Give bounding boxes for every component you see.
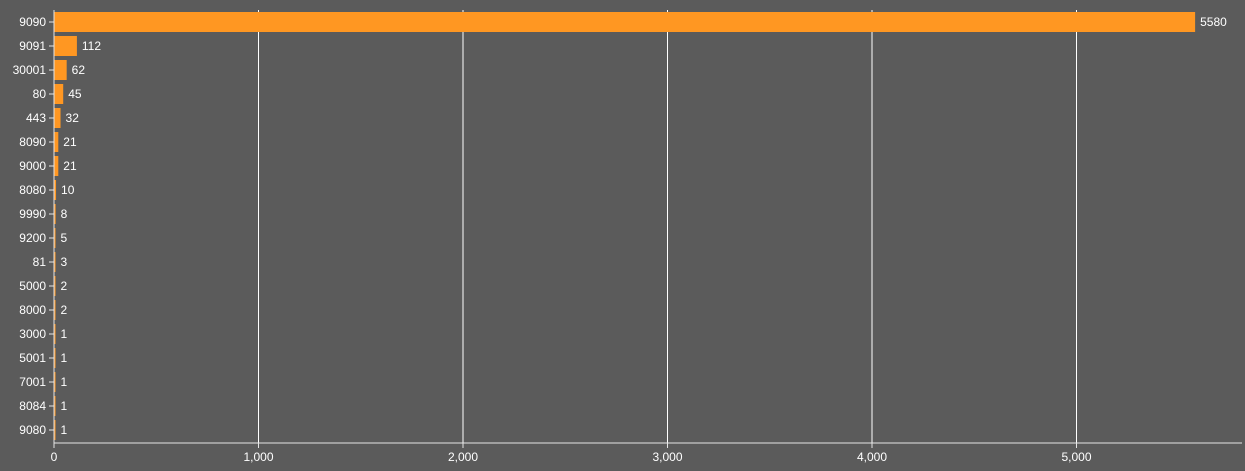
value-label: 21 [63, 135, 77, 149]
value-label: 3 [61, 255, 68, 269]
bar[interactable] [54, 156, 59, 176]
category-label: 9990 [19, 207, 46, 221]
category-label: 8090 [19, 135, 46, 149]
value-label: 2 [61, 279, 68, 293]
bar[interactable] [54, 348, 56, 368]
value-label: 1 [61, 399, 68, 413]
grid-lines [258, 10, 1077, 443]
x-tick-label: 4,000 [857, 450, 887, 464]
value-label: 2 [61, 303, 68, 317]
bar[interactable] [54, 204, 56, 224]
category-label: 9000 [19, 159, 46, 173]
axes [49, 10, 1242, 448]
category-label: 9090 [19, 15, 46, 29]
category-label: 8084 [19, 399, 46, 413]
bar[interactable] [54, 108, 61, 128]
value-label: 1 [61, 423, 68, 437]
category-label: 3000 [19, 327, 46, 341]
category-label: 443 [26, 111, 46, 125]
bars [54, 12, 1196, 440]
value-label: 45 [68, 87, 82, 101]
category-label: 80 [33, 87, 47, 101]
category-label: 9080 [19, 423, 46, 437]
bar[interactable] [54, 228, 56, 248]
value-label: 1 [61, 351, 68, 365]
bar[interactable] [54, 180, 57, 200]
category-label: 30001 [13, 63, 47, 77]
bar[interactable] [54, 132, 59, 152]
bar[interactable] [54, 372, 56, 392]
bar[interactable] [54, 60, 67, 80]
bar[interactable] [54, 36, 77, 56]
value-label: 21 [63, 159, 77, 173]
value-label: 1 [61, 327, 68, 341]
value-label: 10 [61, 183, 75, 197]
x-tick-label: 2,000 [448, 450, 478, 464]
bar[interactable] [54, 84, 64, 104]
bar[interactable] [54, 324, 56, 344]
value-label: 112 [82, 39, 101, 53]
value-label: 5580 [1200, 15, 1227, 29]
bar[interactable] [54, 396, 56, 416]
category-label: 5001 [19, 351, 46, 365]
value-label: 32 [66, 111, 80, 125]
value-label: 1 [61, 375, 68, 389]
x-tick-label: 3,000 [652, 450, 682, 464]
value-label: 8 [61, 207, 68, 221]
category-label: 5000 [19, 279, 46, 293]
bar[interactable] [54, 420, 56, 440]
bar[interactable] [54, 300, 56, 320]
x-tick-label: 5,000 [1061, 450, 1091, 464]
x-tick-label: 0 [51, 450, 58, 464]
bar[interactable] [54, 252, 56, 272]
category-label: 9091 [19, 39, 46, 53]
value-label: 62 [72, 63, 86, 77]
value-label: 5 [61, 231, 68, 245]
category-label: 8080 [19, 183, 46, 197]
bar[interactable] [54, 12, 1196, 32]
category-label: 81 [33, 255, 47, 269]
bar[interactable] [54, 276, 56, 296]
x-tick-label: 1,000 [243, 450, 273, 464]
category-label: 7001 [19, 375, 46, 389]
category-label: 9200 [19, 231, 46, 245]
category-label: 8000 [19, 303, 46, 317]
